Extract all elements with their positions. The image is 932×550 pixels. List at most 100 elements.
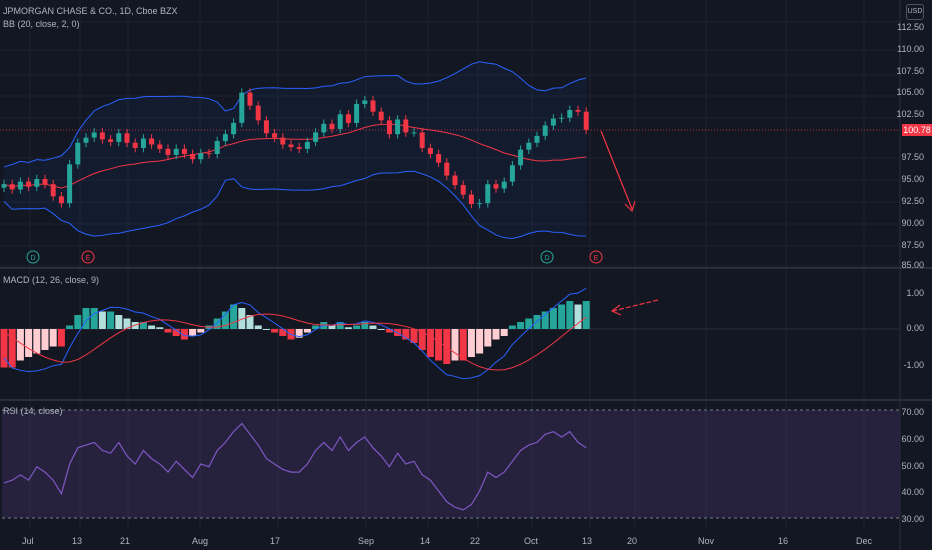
- time-axis-tick: Aug: [192, 536, 209, 546]
- candle: [452, 175, 458, 186]
- bb-fill: [4, 61, 587, 239]
- macd-histogram-bar: [262, 329, 270, 330]
- candle: [149, 138, 155, 145]
- bb-indicator-label[interactable]: BB (20, close, 2, 0): [3, 19, 80, 29]
- rsi-band-fill: [2, 410, 900, 518]
- price-axis-tick: 85.00: [901, 260, 924, 270]
- macd-histogram-bar: [90, 308, 98, 329]
- candle: [419, 132, 425, 148]
- bollinger-bands: [3, 61, 587, 240]
- bb-basis-line: [3, 123, 587, 189]
- macd-histogram-bar: [467, 329, 475, 357]
- time-axis-tick: 21: [120, 536, 131, 546]
- left-arrow-annotation[interactable]: [612, 299, 659, 312]
- candle: [140, 138, 146, 148]
- price-axis-tick: 40.00: [901, 487, 924, 497]
- earnings-marker: [81, 250, 95, 264]
- candle: [296, 147, 302, 149]
- left-arrow-head: [610, 304, 622, 316]
- candle: [255, 105, 261, 121]
- candle: [50, 184, 56, 197]
- macd-histogram-bar: [16, 329, 24, 361]
- time-axis-tick: 13: [72, 536, 83, 546]
- candle: [173, 148, 179, 155]
- candle: [132, 142, 138, 148]
- candle: [345, 114, 351, 123]
- candle: [288, 144, 294, 148]
- macd-histogram-bar: [549, 308, 557, 329]
- time-axis-tick: Dec: [856, 536, 873, 546]
- candle: [411, 132, 417, 134]
- bb-lower-line: [3, 170, 587, 240]
- dividend-marker: [540, 250, 554, 264]
- down-arrow-annotation[interactable]: [600, 130, 633, 210]
- macd-histogram-bar: [148, 325, 156, 329]
- rsi-indicator-label[interactable]: RSI (14, close): [3, 406, 63, 416]
- time-axis-tick: Jul: [22, 536, 34, 546]
- chart-title: JPMORGAN CHASE & CO., 1D, Cboe BZX: [3, 6, 178, 16]
- macd-histogram-bar: [328, 325, 336, 329]
- macd-histogram-bar: [312, 325, 320, 329]
- macd-histogram-bar: [459, 329, 467, 361]
- candle: [509, 165, 515, 182]
- macd-histogram-bar: [566, 301, 574, 329]
- candle: [108, 139, 114, 142]
- candle: [477, 203, 483, 205]
- macd-histogram-bar: [476, 329, 484, 354]
- time-axis-tick: 14: [420, 536, 431, 546]
- event-marker-label: E: [594, 255, 599, 262]
- candle: [386, 120, 392, 135]
- macd-histogram-bar: [574, 304, 582, 329]
- time-axis-tick: Oct: [524, 536, 539, 546]
- macd-histogram-bar: [443, 329, 451, 364]
- macd-histogram-bar: [41, 329, 49, 350]
- grid: [0, 0, 900, 530]
- dividend-marker: [26, 250, 40, 264]
- macd-histogram-bar: [484, 329, 492, 347]
- candle: [272, 133, 278, 138]
- price-axis-tick: 0.00: [906, 323, 924, 333]
- macd-histogram-bar: [541, 311, 549, 329]
- macd-line: [3, 287, 587, 380]
- macd-histogram-bar: [139, 322, 147, 329]
- price-axis-tick: 107.50: [896, 66, 924, 76]
- candle: [534, 135, 540, 143]
- candle: [485, 184, 491, 204]
- candle: [378, 111, 384, 121]
- candle: [542, 125, 548, 136]
- candle: [67, 164, 73, 204]
- currency-button[interactable]: USD: [906, 4, 924, 20]
- macd-histogram-bar: [0, 329, 8, 368]
- candle: [99, 132, 105, 140]
- candle: [468, 194, 474, 205]
- last-price-tag: 100.78: [902, 124, 932, 136]
- macd-histogram-bar: [25, 329, 33, 357]
- macd-histogram-bar: [82, 308, 90, 329]
- candle: [427, 147, 433, 155]
- candle: [26, 181, 32, 187]
- macd-histogram-bar: [451, 329, 459, 361]
- price-axis-tick: 95.00: [901, 174, 924, 184]
- time-axis-tick: 17: [270, 536, 281, 546]
- candles: [1, 88, 589, 209]
- macd-histogram-bar: [33, 329, 41, 354]
- candle: [304, 141, 310, 149]
- macd-indicator-label[interactable]: MACD (12, 26, close, 9): [3, 275, 100, 285]
- candle: [165, 148, 171, 155]
- candle: [329, 123, 335, 129]
- candle: [575, 109, 581, 112]
- candle: [403, 119, 409, 133]
- macd-histogram-bar: [385, 329, 393, 333]
- macd-histogram-bar: [156, 327, 164, 329]
- macd-histogram-bar: [180, 329, 188, 340]
- macd-histogram-bar: [164, 329, 172, 333]
- candle: [34, 179, 40, 187]
- macd-histogram-bar: [295, 329, 303, 338]
- price-axis-tick: 112.50: [897, 22, 924, 32]
- candle: [75, 142, 81, 165]
- macd-histogram-bar: [426, 329, 434, 357]
- annotation-arrows[interactable]: [600, 130, 659, 316]
- candle: [91, 132, 97, 138]
